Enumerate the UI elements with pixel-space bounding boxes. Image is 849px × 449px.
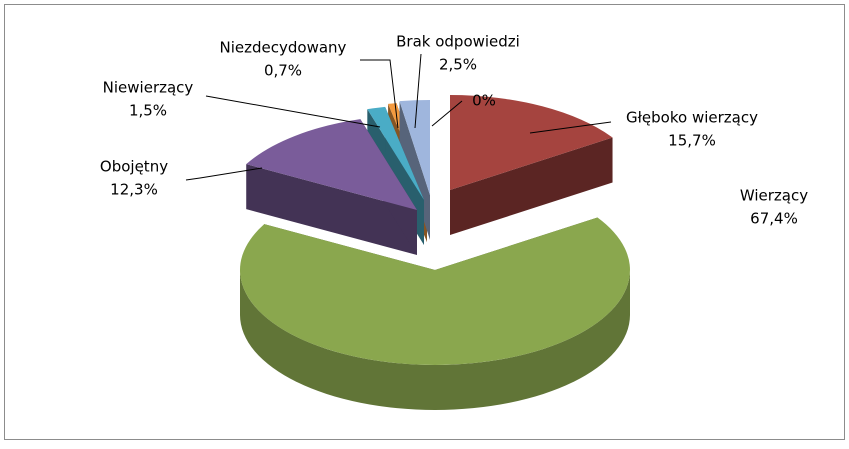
slice-wall <box>240 270 630 410</box>
slice-value-label: 0,7% <box>264 62 302 80</box>
leader-line <box>360 59 399 129</box>
leader-line <box>414 53 422 129</box>
leader-line <box>529 121 612 134</box>
slice-value-label: 1,5% <box>129 102 167 120</box>
slice-value-label: 0% <box>472 92 496 110</box>
slice-side <box>246 164 417 255</box>
slice-value-label: 2,5% <box>439 56 477 74</box>
slice-label: Niezdecydowany <box>220 39 347 57</box>
slice <box>399 100 430 195</box>
slice-label: Głęboko wierzący <box>626 109 758 127</box>
leader-line <box>431 100 463 127</box>
slice-label: Wierzący <box>740 187 808 205</box>
slice-label: Obojętny <box>100 158 168 176</box>
slice <box>367 106 424 200</box>
leader-line <box>185 167 263 181</box>
slice-value-label: 12,3% <box>110 181 158 199</box>
slice-value-label: 15,7% <box>668 132 716 150</box>
slice-side <box>450 137 613 235</box>
leader-line <box>205 95 381 128</box>
slice <box>239 217 630 365</box>
slice-value-label: 67,4% <box>750 210 798 228</box>
slice-label: Niewierzący <box>103 79 194 97</box>
slice <box>450 95 613 190</box>
slice-label: Brak odpowiedzi <box>396 33 520 51</box>
slice <box>246 119 417 210</box>
